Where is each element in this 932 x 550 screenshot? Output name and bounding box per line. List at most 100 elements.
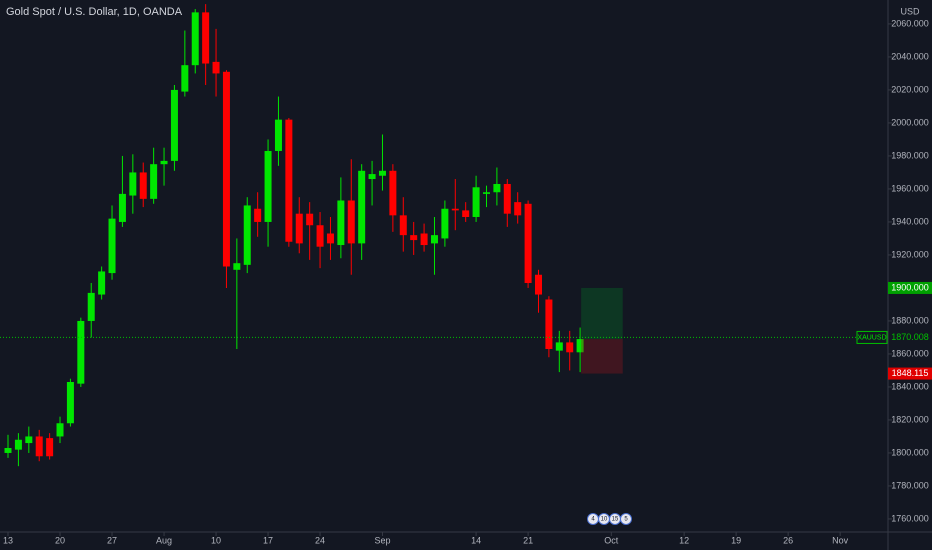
candle-body xyxy=(576,339,584,353)
candle-body xyxy=(66,382,74,424)
y-tick-label: 1840.000 xyxy=(891,381,929,391)
symbol-badge xyxy=(856,330,888,344)
candle-body xyxy=(233,263,241,270)
x-tick-label: 14 xyxy=(471,535,481,545)
x-tick-label: Sep xyxy=(374,535,390,545)
target-label: 1900.000 xyxy=(891,282,929,292)
candle-body xyxy=(566,342,574,353)
target-zone xyxy=(581,287,623,340)
chart-title: Gold Spot / U.S. Dollar, 1D, OANDA xyxy=(6,6,183,18)
candle-body xyxy=(420,233,428,246)
x-tick-label: 19 xyxy=(731,535,741,545)
x-tick-label: 21 xyxy=(523,535,533,545)
candle-body xyxy=(56,423,64,437)
y-tick-label: 2040.000 xyxy=(891,51,929,61)
candle-body xyxy=(285,119,293,242)
candle-body xyxy=(77,320,85,384)
candle-body xyxy=(337,200,345,246)
x-tick-label: Aug xyxy=(156,535,172,545)
candle-body xyxy=(191,12,199,66)
x-tick-label: Oct xyxy=(604,535,619,545)
candle-body xyxy=(493,183,501,193)
candle-body xyxy=(274,119,282,151)
candle-body xyxy=(441,208,449,239)
candle-body xyxy=(98,271,106,295)
candle-body xyxy=(181,65,189,92)
event-count: 4 xyxy=(591,517,595,523)
x-tick-label: 20 xyxy=(55,535,65,545)
candle-body xyxy=(378,170,386,176)
event-icon xyxy=(620,513,632,525)
candle-body xyxy=(25,436,33,444)
event-count: 5 xyxy=(624,517,628,523)
candle-body xyxy=(87,292,95,321)
y-tick-label: 1780.000 xyxy=(891,480,929,490)
candle-body xyxy=(524,203,532,283)
candle-body xyxy=(514,202,522,216)
y-tick-label: 1960.000 xyxy=(891,183,929,193)
candle-body xyxy=(4,448,12,453)
x-tick-label: 13 xyxy=(3,535,13,545)
candle-body xyxy=(264,150,272,222)
event-count: 15 xyxy=(612,517,619,523)
stop-zone xyxy=(581,339,623,374)
candle-body xyxy=(108,218,116,274)
candle-body xyxy=(212,61,220,74)
candle-body xyxy=(139,172,147,199)
candle-body xyxy=(160,160,168,165)
candle-body xyxy=(430,235,438,244)
candle-body xyxy=(14,439,22,450)
candle-body xyxy=(150,164,158,199)
currency-label: USD xyxy=(900,6,920,16)
x-tick-label: 12 xyxy=(679,535,689,545)
candle-body xyxy=(368,174,376,180)
candle-body xyxy=(389,170,397,216)
candle-body xyxy=(462,210,470,217)
x-tick-label: 26 xyxy=(783,535,793,545)
y-tick-label: 1980.000 xyxy=(891,150,929,160)
candle-body xyxy=(254,208,262,222)
y-tick-label: 2060.000 xyxy=(891,18,929,28)
y-tick-label: 1880.000 xyxy=(891,315,929,325)
candle-body xyxy=(46,438,54,457)
candle-body xyxy=(410,235,418,241)
x-tick-label: 24 xyxy=(315,535,325,545)
y-tick-label: 1860.000 xyxy=(891,348,929,358)
y-tick-label: 1920.000 xyxy=(891,249,929,259)
y-tick-label: 1940.000 xyxy=(891,216,929,226)
stop-badge xyxy=(888,367,932,380)
y-tick-label: 2020.000 xyxy=(891,84,929,94)
candle-body xyxy=(545,299,553,350)
candle-body xyxy=(316,225,324,247)
candle-body xyxy=(118,193,126,222)
candle-body xyxy=(202,12,210,64)
candle-body xyxy=(306,213,314,226)
candle-body xyxy=(503,183,511,214)
candle-body xyxy=(399,215,407,236)
target-badge xyxy=(888,281,932,294)
candle-body xyxy=(535,274,543,295)
candle-body xyxy=(170,89,178,161)
y-tick-label: 1800.000 xyxy=(891,447,929,457)
y-tick-label: 2000.000 xyxy=(891,117,929,127)
x-tick-label: 27 xyxy=(107,535,117,545)
candle-body xyxy=(347,200,355,244)
candle-body xyxy=(555,342,563,351)
candle-body xyxy=(129,172,137,196)
candle-body xyxy=(472,187,480,217)
symbol-label: XAUUSD xyxy=(857,334,886,341)
candle-body xyxy=(222,71,230,267)
candle-body xyxy=(35,436,43,457)
event-count: 10 xyxy=(601,517,608,523)
x-tick-label: Nov xyxy=(832,535,849,545)
candle-body xyxy=(358,170,366,244)
candle-body xyxy=(482,192,490,194)
x-tick-label: 17 xyxy=(263,535,273,545)
candle-body xyxy=(295,213,303,244)
candle-body xyxy=(326,233,334,244)
last-price-label: 1870.008 xyxy=(891,332,929,342)
y-tick-label: 1760.000 xyxy=(891,513,929,523)
